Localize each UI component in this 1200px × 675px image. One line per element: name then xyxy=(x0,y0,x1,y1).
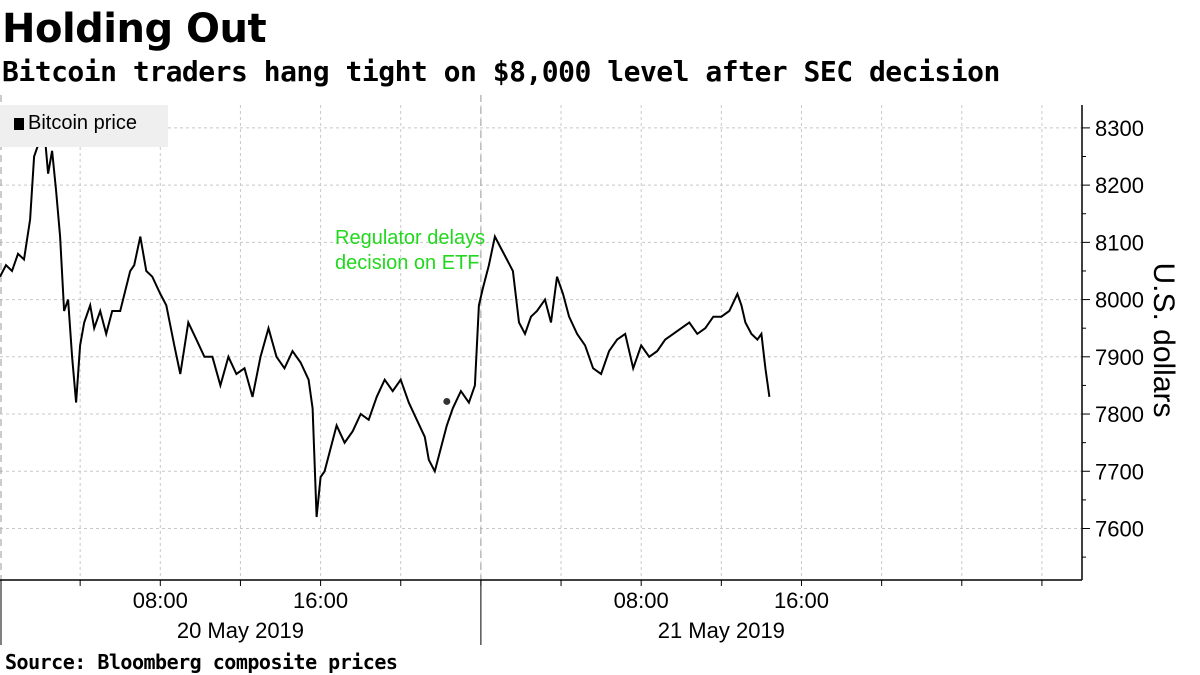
chart-title: Holding Out xyxy=(2,6,267,52)
series-layer xyxy=(0,127,771,518)
y-tick-label: 8100 xyxy=(1095,230,1144,255)
legend-swatch xyxy=(14,118,24,130)
annotation-line-2: decision on ETF xyxy=(335,252,480,274)
tick-labels: 7600 7700 7800 7900 8000 8100 8200 8300 08:00 16:… xyxy=(133,116,1144,643)
source-note: Source: Bloomberg composite prices xyxy=(5,650,398,674)
y-tick-label: 8200 xyxy=(1095,173,1144,198)
annotation-text: Regulator delays decision on ETF xyxy=(335,226,485,276)
legend-label: Bitcoin price xyxy=(28,112,137,134)
annotation-line-1: Regulator delays xyxy=(335,227,486,249)
x-tick-label: 16:00 xyxy=(293,588,348,613)
y-axis-label: U.S. dollars xyxy=(1147,262,1180,418)
y-tick-label: 7800 xyxy=(1095,402,1144,427)
y-tick-label: 7700 xyxy=(1095,459,1144,484)
x-tick-label: 16:00 xyxy=(774,588,829,613)
axes xyxy=(0,105,1090,645)
y-tick-label: 8000 xyxy=(1095,288,1144,313)
x-day-label: 20 May 2019 xyxy=(177,618,304,643)
chart-subtitle: Bitcoin traders hang tight on $8,000 lev… xyxy=(2,55,1000,88)
grid-lines xyxy=(0,95,1082,580)
annotation-marker xyxy=(442,396,452,406)
legend xyxy=(0,105,168,147)
y-tick-label: 7900 xyxy=(1095,345,1144,370)
series-line-bitcoin-price xyxy=(0,127,771,518)
y-tick-label: 7600 xyxy=(1095,516,1144,541)
x-tick-label: 08:00 xyxy=(614,588,669,613)
x-day-label: 21 May 2019 xyxy=(658,618,785,643)
x-tick-label: 08:00 xyxy=(133,588,188,613)
y-tick-label: 8300 xyxy=(1095,116,1144,141)
